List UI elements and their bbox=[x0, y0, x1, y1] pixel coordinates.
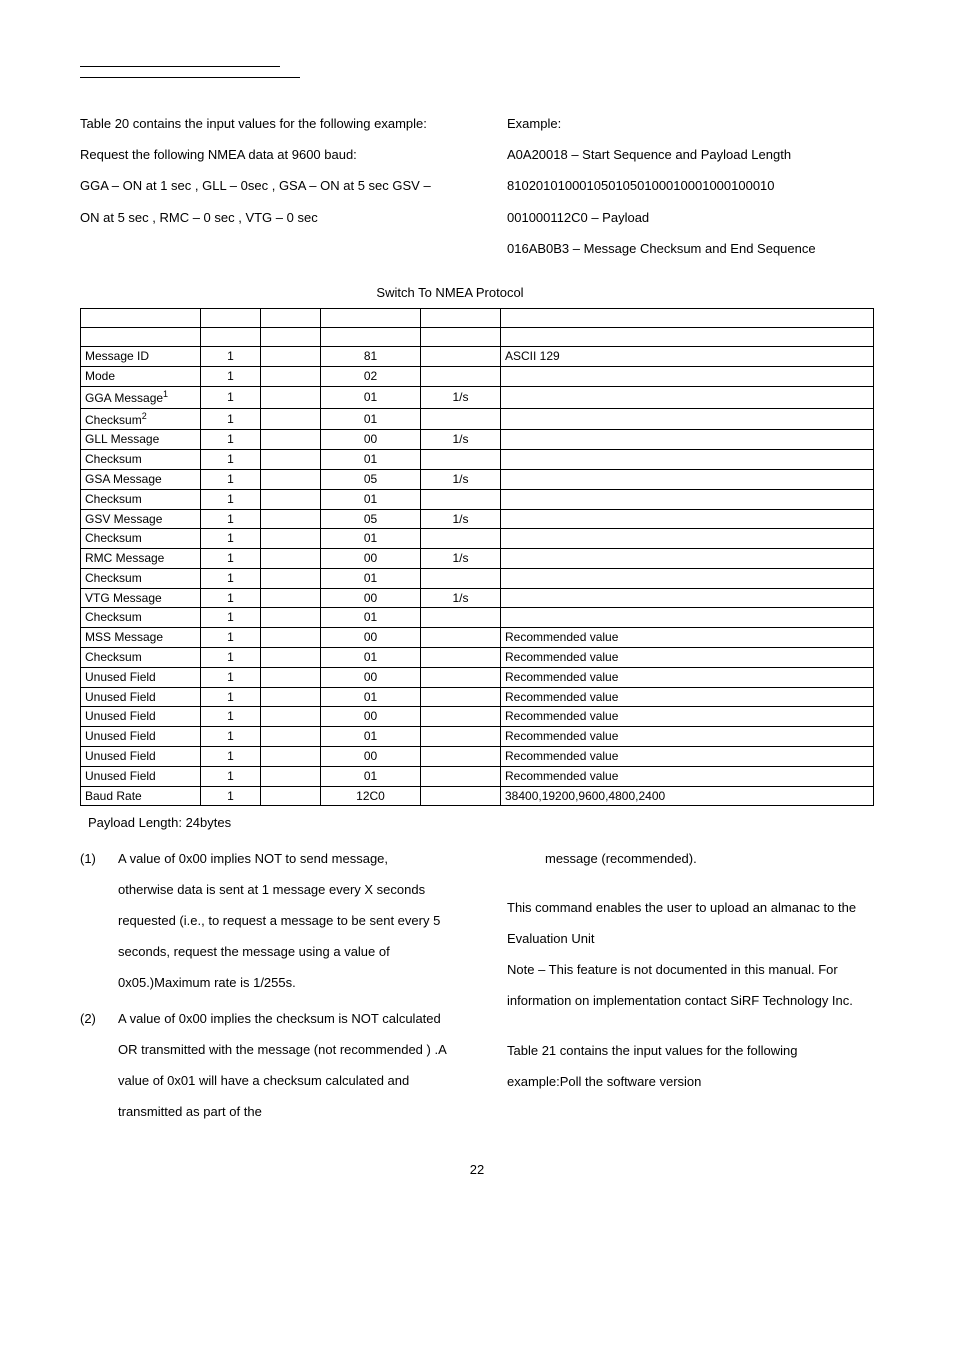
table-row: GLL Message1001/s bbox=[81, 430, 874, 450]
table-row: VTG Message1001/s bbox=[81, 588, 874, 608]
table-row: Checksum101 bbox=[81, 568, 874, 588]
intro-columns: Table 20 contains the input values for t… bbox=[80, 108, 874, 264]
table-row: Unused Field101Recommended value bbox=[81, 766, 874, 786]
example-l4: 001000112C0 – Payload bbox=[507, 202, 874, 233]
table-row: Message ID181ASCII 129 bbox=[81, 347, 874, 367]
payload-length-note: Payload Length: 24bytes bbox=[88, 814, 874, 832]
table-title: Switch To NMEA Protocol bbox=[300, 284, 600, 302]
note-right-mid: This command enables the user to upload … bbox=[507, 892, 874, 1017]
note-1-text: A value of 0x00 implies NOT to send mess… bbox=[118, 843, 447, 999]
example-l2: A0A20018 – Start Sequence and Payload Le… bbox=[507, 139, 874, 170]
table-row: Checksum101 bbox=[81, 529, 874, 549]
table-row: GSA Message1051/s bbox=[81, 469, 874, 489]
intro-left-p3: GGA – ON at 1 sec , GLL – 0sec , GSA – O… bbox=[80, 170, 447, 232]
example-l5: 016AB0B3 – Message Checksum and End Sequ… bbox=[507, 233, 874, 264]
table-row: Unused Field100Recommended value bbox=[81, 747, 874, 767]
intro-left-p1: Table 20 contains the input values for t… bbox=[80, 108, 447, 139]
example-l3: 8102010100010501050100010001000100010 bbox=[507, 170, 874, 201]
table-row: Unused Field101Recommended value bbox=[81, 727, 874, 747]
example-label: Example: bbox=[507, 108, 874, 139]
table-row: Checksum101 bbox=[81, 489, 874, 509]
intro-left-p2: Request the following NMEA data at 9600 … bbox=[80, 139, 447, 170]
table-header-row2 bbox=[81, 328, 874, 347]
note-1: (1) A value of 0x00 implies NOT to send … bbox=[80, 843, 447, 999]
table-row: GSV Message1051/s bbox=[81, 509, 874, 529]
table-row: MSS Message100Recommended value bbox=[81, 628, 874, 648]
table-row: Checksum101 bbox=[81, 608, 874, 628]
table-row: Checksum2101 bbox=[81, 408, 874, 430]
horizontal-rules bbox=[80, 66, 874, 78]
note-2-text: A value of 0x00 implies the checksum is … bbox=[118, 1003, 447, 1128]
table-row: Checksum101 bbox=[81, 450, 874, 470]
table-row: RMC Message1001/s bbox=[81, 549, 874, 569]
note-2-num: (2) bbox=[80, 1003, 118, 1128]
notes-right: message (recommended). This command enab… bbox=[507, 843, 874, 1132]
note-right-top: message (recommended). bbox=[507, 843, 874, 874]
note-2: (2) A value of 0x00 implies the checksum… bbox=[80, 1003, 447, 1128]
table-header-row1 bbox=[81, 309, 874, 328]
note-right-bot: Table 21 contains the input values for t… bbox=[507, 1035, 874, 1097]
table-row: GGA Message11011/s bbox=[81, 386, 874, 408]
intro-left: Table 20 contains the input values for t… bbox=[80, 108, 447, 264]
note-1-num: (1) bbox=[80, 843, 118, 999]
table-row: Unused Field101Recommended value bbox=[81, 687, 874, 707]
table-row: Unused Field100Recommended value bbox=[81, 707, 874, 727]
table-row: Checksum101Recommended value bbox=[81, 648, 874, 668]
notes-left: (1) A value of 0x00 implies NOT to send … bbox=[80, 843, 447, 1132]
table-row: Mode102 bbox=[81, 366, 874, 386]
page-number: 22 bbox=[80, 1161, 874, 1179]
table-row: Unused Field100Recommended value bbox=[81, 667, 874, 687]
table-row: Baud Rate112C038400,19200,9600,4800,2400 bbox=[81, 786, 874, 806]
notes-columns: (1) A value of 0x00 implies NOT to send … bbox=[80, 843, 874, 1132]
nmea-table: Message ID181ASCII 129Mode102GGA Message… bbox=[80, 308, 874, 806]
intro-right: Example: A0A20018 – Start Sequence and P… bbox=[507, 108, 874, 264]
